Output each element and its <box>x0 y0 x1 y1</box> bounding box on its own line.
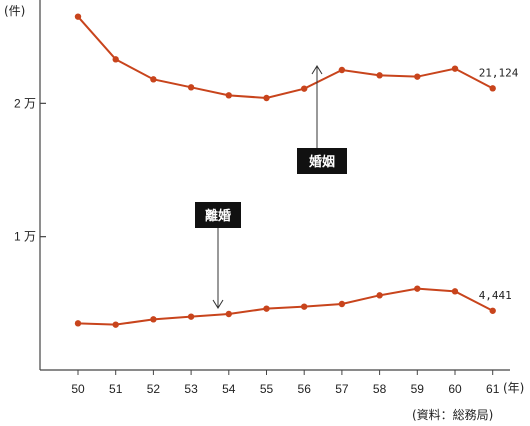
data-point <box>338 300 346 308</box>
data-point <box>414 73 421 80</box>
x-tick-label: 54 <box>222 382 236 396</box>
x-ticks: 50 51 52 53 54 55 56 57 58 59 60 61 <box>71 370 500 396</box>
x-tick-label: 50 <box>71 382 85 396</box>
y-tick-label: 1 万 <box>14 230 36 244</box>
end-labels: 21,124 4,441 <box>479 66 519 301</box>
data-point <box>451 288 459 295</box>
y-tick-label: 2 万 <box>14 96 36 110</box>
data-point <box>263 94 270 102</box>
data-point <box>150 76 157 83</box>
x-tick-label: 60 <box>448 382 462 396</box>
end-value-label: 21,124 <box>479 66 519 79</box>
data-point <box>376 72 383 79</box>
x-tick-label: 51 <box>109 382 123 396</box>
callout-box <box>195 202 241 228</box>
data-point <box>187 313 195 320</box>
series-lines <box>77 16 494 326</box>
series-line-0 <box>77 16 494 100</box>
y-ticks: 1 万 2 万 <box>14 96 46 244</box>
data-point <box>301 85 308 92</box>
data-point <box>112 56 119 63</box>
data-point <box>451 65 459 72</box>
data-point <box>414 285 421 292</box>
x-tick-label: 55 <box>260 382 274 396</box>
data-point <box>150 316 157 323</box>
callout-box <box>297 148 347 174</box>
callout-arrow-head <box>311 65 323 75</box>
callout-arrow-head <box>212 299 224 309</box>
data-point <box>187 84 195 91</box>
x-tick-label: 57 <box>335 382 349 396</box>
x-tick-label: 61 <box>486 382 500 396</box>
series-points <box>74 13 496 328</box>
series-name-label: 離婚 <box>205 208 231 224</box>
data-point <box>489 307 496 314</box>
data-point <box>489 85 496 92</box>
x-tick-label: 53 <box>184 382 198 396</box>
data-point <box>74 320 82 327</box>
x-tick-label: 58 <box>373 382 387 396</box>
axes <box>39 0 510 371</box>
data-point <box>301 303 308 310</box>
series-name-label: 婚姻 <box>309 154 335 170</box>
data-point <box>263 305 270 312</box>
data-point <box>225 310 232 318</box>
x-tick-label: 59 <box>411 382 425 396</box>
x-tick-label: 56 <box>298 382 312 396</box>
data-point <box>225 92 232 99</box>
end-value-label: 4,441 <box>479 289 512 302</box>
x-tick-label: 52 <box>147 382 161 396</box>
data-point <box>112 321 119 328</box>
data-point <box>338 66 346 74</box>
y-axis-label: (件) <box>4 4 25 18</box>
x-axis-label: (年) <box>503 381 524 395</box>
series-line-1 <box>77 287 494 326</box>
source-note: (資料：総務局) <box>412 408 493 422</box>
data-point <box>376 292 383 299</box>
data-point <box>74 13 82 20</box>
